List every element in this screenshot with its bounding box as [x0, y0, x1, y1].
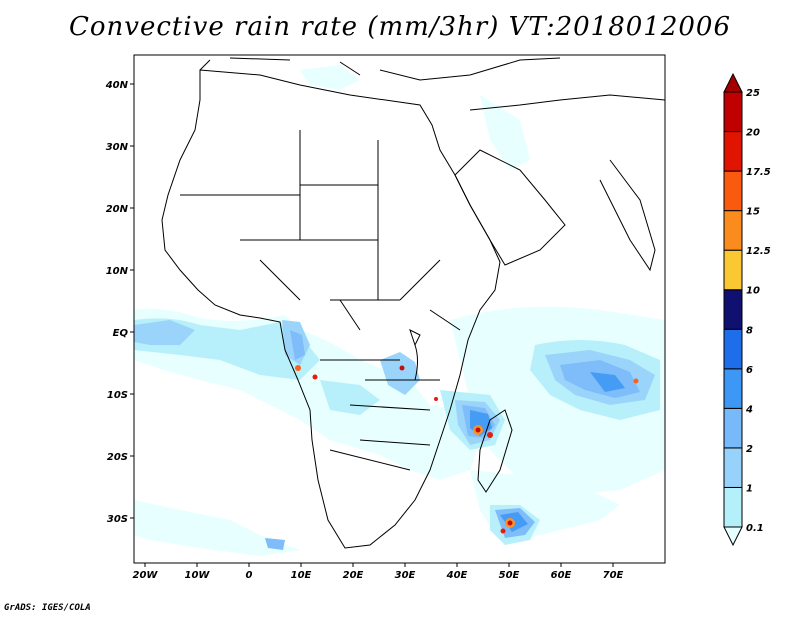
grads-credit: GrADS: IGES/COLA	[4, 603, 91, 613]
colorbar-label: 20	[746, 128, 760, 139]
colorbar-swatch	[723, 447, 743, 488]
colorbar: 0.1 1 2 4 6 8 10 12.5 15 17.5 20 25	[723, 72, 771, 547]
lon-tick-label: 60E	[551, 570, 572, 581]
longitude-axis: 20W 10W 0 10E 20E 30E 40E 50E 60E 70E	[133, 570, 624, 581]
colorbar-label: 17.5	[746, 167, 771, 178]
lon-tick-label: 70E	[603, 570, 624, 581]
colorbar-swatch	[723, 328, 743, 370]
intense-cores	[295, 365, 639, 534]
lon-tick-label: 40E	[446, 570, 468, 581]
colorbar-label: 12.5	[746, 246, 771, 257]
colorbar-swatch	[723, 170, 743, 212]
colorbar-swatch	[723, 407, 743, 449]
colorbar-swatch	[723, 289, 743, 330]
lon-tick-label: 20W	[133, 570, 159, 581]
lon-tick-label: 10E	[291, 570, 312, 581]
precipitation-field	[134, 65, 665, 556]
colorbar-swatch	[723, 368, 743, 409]
colorbar-swatch	[723, 210, 743, 251]
colorbar-label: 15	[746, 207, 760, 218]
lon-tick-label: 0	[246, 570, 253, 581]
colorbar-label: 8	[746, 325, 753, 336]
colorbar-label: 4	[745, 404, 753, 415]
lat-tick-label: 10S	[107, 390, 128, 401]
colorbar-swatch	[723, 486, 743, 528]
coastlines	[161, 57, 666, 549]
colorbar-labels: 0.1 1 2 4 6 8 10 12.5 15 17.5 20 25	[745, 88, 771, 534]
colorbar-swatch	[723, 91, 743, 133]
lat-tick-label: 30N	[106, 142, 129, 153]
colorbar-label: 6	[746, 365, 753, 376]
lat-tick-label: 20N	[106, 204, 129, 215]
latitude-axis: 40N 30N 20N 10N EQ 10S 20S 30S	[105, 80, 129, 525]
lon-tick-label: 30E	[395, 570, 416, 581]
colorbar-label: 1	[746, 483, 753, 494]
colorbar-label: 0.1	[746, 523, 764, 534]
colorbar-swatch	[723, 131, 743, 172]
colorbar-swatch	[723, 249, 743, 291]
lat-tick-label: 20S	[107, 452, 128, 463]
lon-tick-label: 10W	[185, 570, 211, 581]
lon-tick-label: 50E	[499, 570, 520, 581]
colorbar-label: 25	[746, 88, 760, 99]
lat-tick-label: 30S	[107, 514, 128, 525]
colorbar-label: 10	[746, 286, 760, 297]
colorbar-swatches	[723, 72, 743, 547]
lon-tick-label: 20E	[343, 570, 364, 581]
axis-ticks	[130, 83, 614, 567]
colorbar-swatch	[723, 526, 743, 547]
map-title: Convective rain rate (mm/3hr) VT:2018012…	[68, 12, 732, 42]
lat-tick-label: 40N	[105, 80, 129, 91]
lat-tick-label: EQ	[113, 328, 129, 339]
map-panel	[133, 54, 666, 564]
lat-tick-label: 10N	[106, 266, 129, 277]
colorbar-label: 2	[746, 444, 753, 455]
colorbar-swatch	[723, 72, 743, 93]
